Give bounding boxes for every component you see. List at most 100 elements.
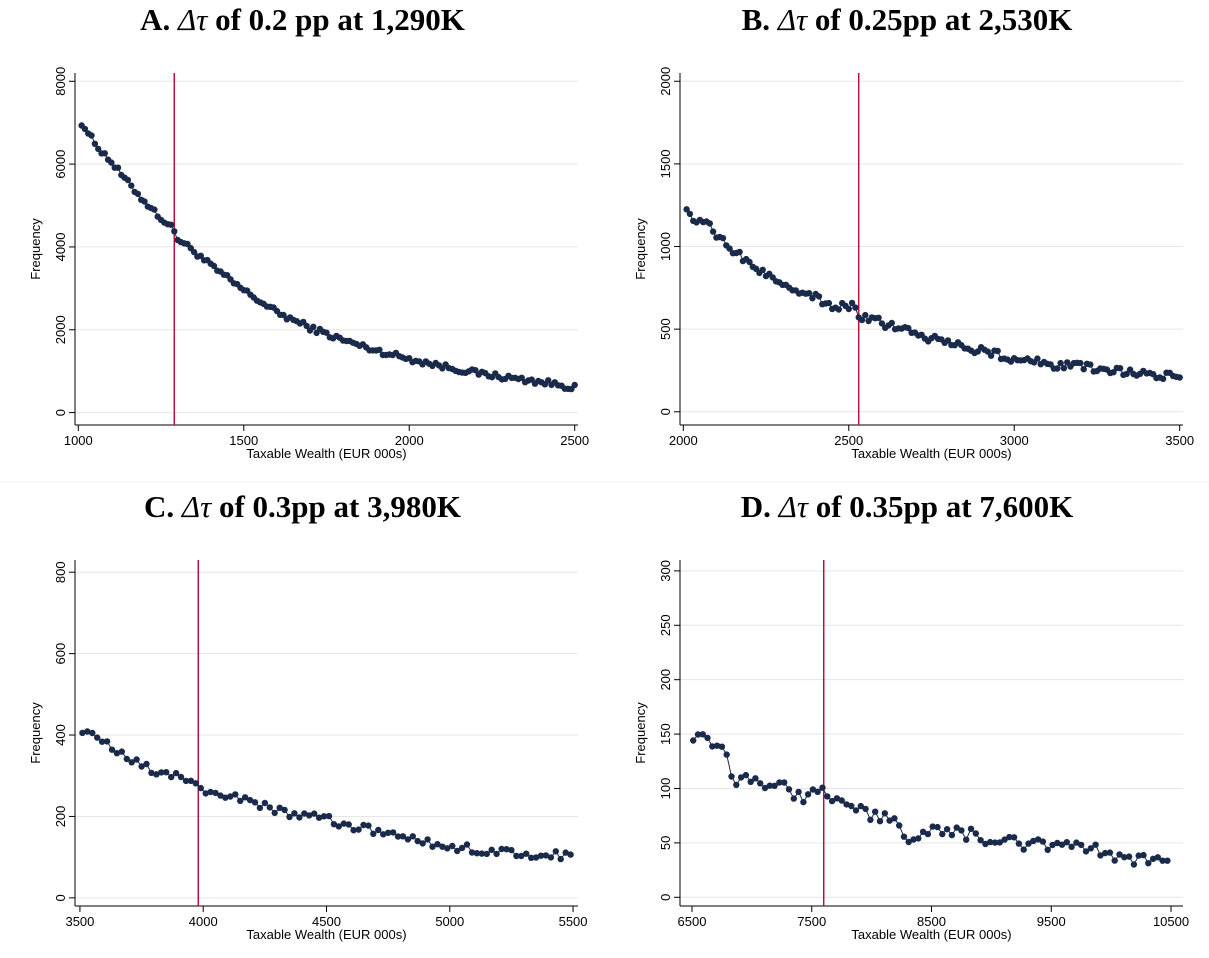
data-point — [733, 782, 739, 788]
data-point — [939, 831, 945, 837]
data-point — [786, 786, 792, 792]
y-tick-label: 400 — [53, 724, 68, 746]
data-point — [846, 306, 852, 312]
x-tick-label: 6500 — [678, 914, 707, 929]
data-point — [272, 810, 278, 816]
data-point — [553, 848, 559, 854]
data-point — [1081, 366, 1087, 372]
data-point — [178, 774, 184, 780]
y-tick-label: 8000 — [53, 67, 68, 96]
data-point — [687, 211, 693, 217]
data-point — [355, 826, 361, 832]
title-suffix: of 0.35pp at 7,600K — [808, 489, 1073, 524]
title-symbol: Δτ — [778, 2, 807, 37]
x-axis-label: Taxable Wealth (EUR 000s) — [851, 446, 1011, 461]
data-point — [171, 228, 177, 234]
data-point — [135, 191, 141, 197]
title-prefix: C. — [144, 489, 182, 524]
data-point — [1140, 852, 1146, 858]
data-point — [262, 800, 268, 806]
panel-b: B. Δτ of 0.25pp at 2,530K 0 500 1000 1500 20… — [605, 0, 1209, 476]
panel-title: D. Δτ of 0.35pp at 7,600K — [605, 489, 1209, 525]
data-point — [1126, 853, 1132, 859]
x-axis-label: Taxable Wealth (EUR 000s) — [246, 927, 406, 942]
x-tick-label: 7500 — [797, 914, 826, 929]
data-point — [143, 761, 149, 767]
data-point — [728, 773, 734, 779]
data-point — [824, 793, 830, 799]
data-point — [889, 320, 895, 326]
y-tick-label: 0 — [53, 409, 68, 416]
x-tick-label: 3500 — [65, 914, 94, 929]
series-line — [82, 732, 570, 860]
data-point — [867, 817, 873, 823]
data-point — [119, 748, 125, 754]
data-point — [752, 775, 758, 781]
y-tick-label: 600 — [53, 643, 68, 665]
data-point — [1061, 365, 1067, 371]
data-point — [1034, 355, 1040, 361]
data-point — [958, 827, 964, 833]
y-tick-label: 250 — [658, 614, 673, 636]
data-point — [795, 789, 801, 795]
data-point — [163, 769, 169, 775]
y-tick-label: 200 — [53, 806, 68, 828]
series-line — [687, 209, 1180, 378]
x-tick-label: 4000 — [189, 914, 218, 929]
data-point — [464, 841, 470, 847]
data-point — [1177, 374, 1183, 380]
data-point — [757, 780, 763, 786]
title-suffix: of 0.2 pp at 1,290K — [207, 2, 465, 37]
panel-title: B. Δτ of 0.25pp at 2,530K — [605, 2, 1209, 38]
data-point — [484, 851, 490, 857]
series-line — [82, 126, 575, 390]
y-axis-label: Frequency — [28, 702, 43, 764]
data-point — [934, 824, 940, 830]
data-point — [125, 177, 131, 183]
data-point — [973, 830, 979, 836]
data-point — [719, 744, 725, 750]
title-symbol: Δτ — [182, 489, 211, 524]
chart-svg: 02004006008003500 4000 4500 5000 5500Taxable… — [0, 484, 605, 953]
data-point — [891, 815, 897, 821]
data-point — [133, 756, 139, 762]
x-tick-label: 5000 — [435, 914, 464, 929]
data-point — [1107, 849, 1113, 855]
y-axis-label: Frequency — [28, 218, 43, 280]
data-point — [375, 827, 381, 833]
y-tick-label: 2000 — [53, 315, 68, 344]
data-point — [690, 737, 696, 743]
data-point — [508, 847, 514, 853]
data-point — [760, 267, 766, 273]
data-point — [901, 834, 907, 840]
panel-a: A. Δτ of 0.2 pp at 1,290K 0 2000 4000 6000 8… — [0, 0, 605, 476]
title-symbol: Δτ — [178, 2, 207, 37]
data-point — [267, 804, 273, 810]
data-point — [968, 826, 974, 832]
data-point — [104, 738, 110, 744]
data-point — [781, 779, 787, 785]
y-tick-label: 0 — [53, 894, 68, 901]
data-point — [704, 735, 710, 741]
data-point — [896, 822, 902, 828]
data-point — [449, 843, 455, 849]
data-point — [963, 837, 969, 843]
data-point — [1078, 842, 1084, 848]
title-symbol: Δτ — [779, 489, 808, 524]
data-point — [1160, 376, 1166, 382]
data-point — [1064, 839, 1070, 845]
data-point — [1164, 858, 1170, 864]
data-point — [816, 293, 822, 299]
data-point — [115, 165, 121, 171]
data-point — [1087, 361, 1093, 367]
data-point — [995, 348, 1001, 354]
y-tick-label: 1500 — [658, 149, 673, 178]
x-axis-label: Taxable Wealth (EUR 000s) — [246, 446, 406, 461]
data-point — [915, 835, 921, 841]
data-point — [877, 818, 883, 824]
data-point — [724, 751, 730, 757]
data-point — [102, 150, 108, 156]
y-axis-label: Frequency — [633, 218, 648, 280]
data-point — [707, 220, 713, 226]
data-point — [852, 304, 858, 310]
